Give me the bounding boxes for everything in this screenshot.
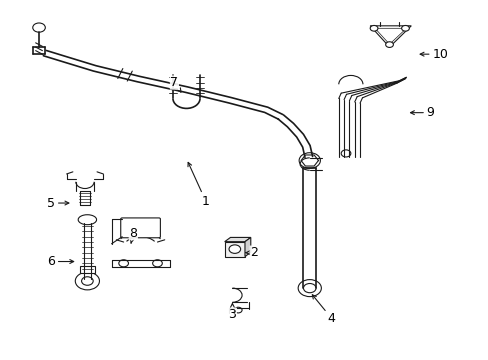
FancyBboxPatch shape	[224, 242, 244, 257]
Circle shape	[75, 272, 99, 290]
Polygon shape	[369, 26, 410, 47]
Circle shape	[369, 26, 377, 31]
Circle shape	[299, 153, 320, 168]
Text: 2: 2	[245, 246, 258, 259]
FancyBboxPatch shape	[121, 218, 160, 238]
Circle shape	[33, 23, 45, 32]
Text: 5: 5	[47, 197, 69, 210]
Circle shape	[298, 280, 321, 297]
Polygon shape	[244, 238, 250, 257]
Text: 4: 4	[312, 295, 335, 325]
FancyBboxPatch shape	[80, 266, 95, 273]
Circle shape	[385, 42, 393, 48]
Circle shape	[341, 150, 350, 157]
Text: 9: 9	[409, 106, 434, 119]
Text: 3: 3	[228, 303, 236, 321]
Circle shape	[234, 307, 242, 313]
Circle shape	[303, 283, 315, 293]
Circle shape	[81, 277, 93, 285]
Text: 7: 7	[170, 76, 181, 92]
Text: 1: 1	[187, 162, 209, 208]
Circle shape	[228, 245, 240, 253]
Text: 8: 8	[129, 227, 137, 243]
Circle shape	[119, 260, 128, 267]
Circle shape	[401, 26, 408, 31]
Circle shape	[152, 260, 162, 267]
Text: 10: 10	[419, 48, 447, 61]
Polygon shape	[224, 238, 250, 242]
Text: 6: 6	[47, 255, 74, 268]
